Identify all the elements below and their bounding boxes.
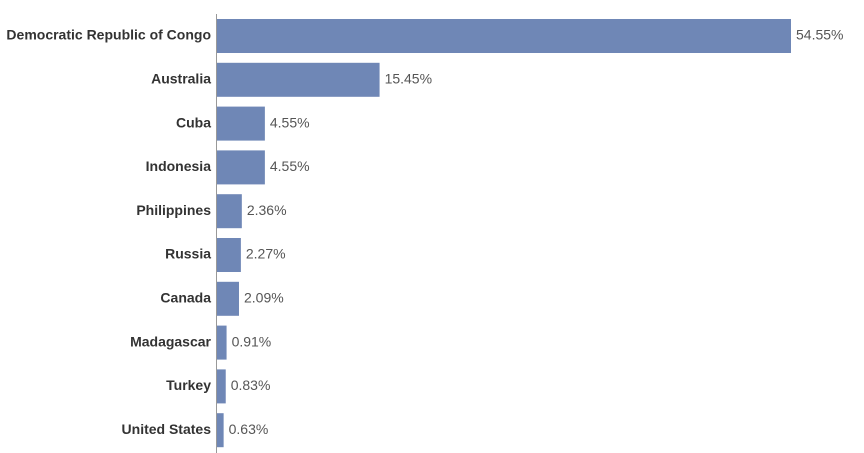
category-label: Indonesia bbox=[146, 158, 212, 174]
bar bbox=[217, 194, 242, 229]
value-label: 0.83% bbox=[231, 377, 271, 393]
bar bbox=[217, 281, 239, 316]
category-label: Cuba bbox=[176, 114, 211, 130]
bar bbox=[217, 238, 241, 272]
category-label: Australia bbox=[151, 71, 211, 87]
category-label: Madagascar bbox=[130, 333, 211, 349]
category-label: Russia bbox=[165, 246, 211, 262]
bar bbox=[217, 325, 227, 360]
bar bbox=[217, 369, 226, 404]
category-label: Democratic Republic of Congo bbox=[6, 27, 211, 43]
category-label: Turkey bbox=[166, 377, 211, 393]
bar bbox=[217, 413, 224, 448]
value-label: 2.27% bbox=[246, 246, 286, 262]
category-label: Canada bbox=[160, 290, 211, 306]
bar bbox=[217, 106, 265, 141]
value-label: 15.45% bbox=[385, 71, 432, 87]
value-label: 4.55% bbox=[270, 114, 310, 130]
value-label: 2.36% bbox=[247, 202, 287, 218]
value-label: 2.09% bbox=[244, 290, 284, 306]
category-label: United States bbox=[122, 421, 212, 437]
bar bbox=[217, 150, 265, 185]
bar bbox=[217, 19, 791, 53]
value-label: 4.55% bbox=[270, 158, 310, 174]
value-label: 54.55% bbox=[796, 27, 843, 43]
value-label: 0.63% bbox=[229, 421, 269, 437]
category-label: Philippines bbox=[136, 202, 211, 218]
value-label: 0.91% bbox=[232, 333, 272, 349]
bar bbox=[217, 62, 380, 97]
